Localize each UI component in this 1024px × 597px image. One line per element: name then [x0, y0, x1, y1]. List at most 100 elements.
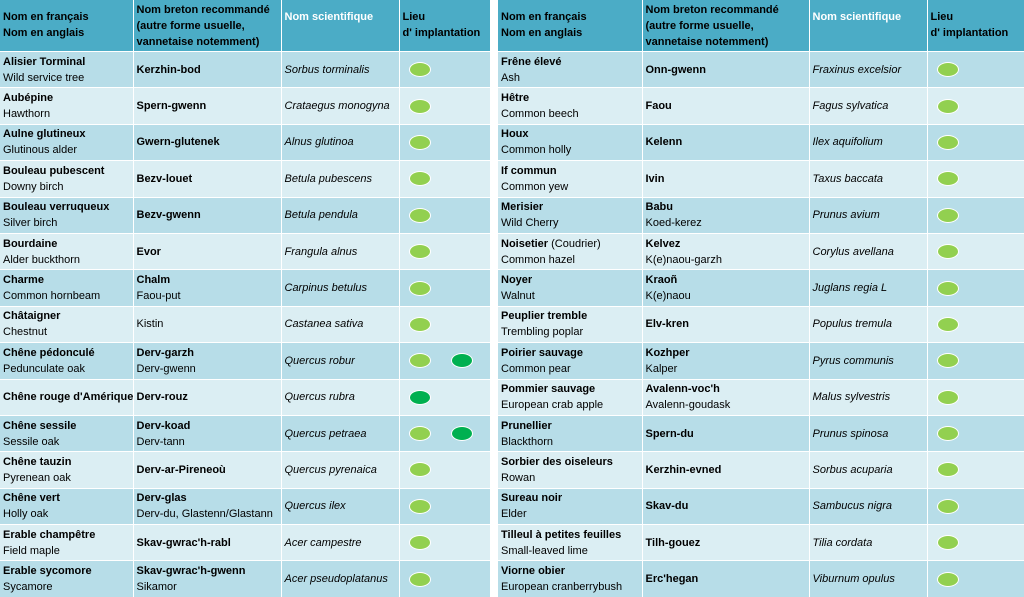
table-row: Châtaigner Chestnut Kistin Castanea sativa — [0, 305, 491, 343]
cell-breton: Elv-kren — [642, 305, 810, 343]
french-name: Hêtre — [501, 90, 639, 106]
table-row: Erable sycomore Sycamore Skav-gwrac'h-gwen… — [0, 560, 491, 597]
table-row: Alisier Torminal Wild service tree Kerzhin… — [0, 50, 491, 88]
cell-breton: Kraoñ K(e)naou — [642, 269, 810, 307]
location-markers — [403, 62, 487, 78]
french-name: Charme — [3, 272, 130, 288]
cell-breton: Kelenn — [642, 123, 810, 161]
scientific-name: Taxus baccata — [812, 172, 884, 185]
table-row: Merisier Wild Cherry Babu Koed-kerez Prunus … — [498, 196, 1024, 234]
french-name-text: Alisier Torminal — [3, 55, 86, 68]
scientific-name: Fagus sylvatica — [812, 100, 889, 113]
header-row: Nom en français Nom en anglais Nom breto… — [498, 0, 1024, 52]
cell-scientific: Crataegus monogyna — [281, 87, 400, 125]
header-scientific: Nom scientifique — [281, 0, 400, 52]
breton-alt-name: Derv-du, Glastenn/Glastann — [136, 508, 273, 521]
location-markers — [931, 535, 1021, 551]
location-dot-light-icon — [936, 571, 959, 587]
cell-breton: Skav-gwrac'h-gwenn Sikamor — [133, 560, 282, 597]
cell-breton: Kerzhin-evned — [642, 451, 810, 489]
scientific-name: Acer pseudoplatanus — [284, 573, 388, 586]
header-location-line2: d' implantation — [930, 27, 1009, 39]
cell-breton: Derv-ar-Pireneoù — [133, 451, 282, 489]
cell-location — [927, 524, 1024, 561]
header-row: Nom en français Nom en anglais Nom breto… — [0, 0, 491, 52]
cell-location — [927, 50, 1024, 88]
cell-breton: Skav-du — [642, 487, 810, 525]
french-name: Erable sycomore — [3, 563, 130, 579]
header-location-line2: d' implantation — [402, 27, 481, 39]
cell-name: Chêne tauzin Pyrenean oak — [0, 451, 134, 489]
location-markers — [403, 244, 487, 260]
breton-name: Elv-kren — [645, 318, 689, 331]
french-name: Sorbier des oiseleurs — [501, 454, 639, 470]
location-markers — [931, 244, 1021, 260]
header-scientific-label: Nom scientifique — [284, 11, 374, 23]
cell-location — [927, 342, 1024, 380]
tree-table-left: Nom en français Nom en anglais Nom breto… — [0, 0, 491, 597]
french-name-text: Chêne rouge d'Amérique — [3, 391, 133, 404]
cell-name: Peuplier tremble Trembling poplar — [498, 305, 643, 343]
cell-scientific: Taxus baccata — [809, 160, 928, 198]
breton-name: Kelvez — [645, 237, 681, 250]
french-name-text: Chêne tauzin — [3, 455, 72, 468]
cell-scientific: Quercus rubra — [281, 378, 400, 416]
table-row: Aulne glutineux Glutinous alder Gwern-glut… — [0, 123, 491, 161]
header-scientific-label: Nom scientifique — [812, 11, 902, 23]
table-row: Chêne tauzin Pyrenean oak Derv-ar-Pireneoù… — [0, 451, 491, 489]
french-name: Peuplier tremble — [501, 308, 639, 324]
location-dot-light-icon — [408, 353, 431, 369]
french-name-text: Erable champêtre — [3, 528, 96, 541]
french-name: If commun — [501, 163, 639, 179]
english-name: Common pear — [501, 362, 571, 375]
table-row: Bouleau verruqueux Silver birch Bezv-gwenn… — [0, 196, 491, 234]
english-name: Pyrenean oak — [3, 471, 71, 484]
header-breton-line3: vannetaise notemment) — [136, 36, 260, 48]
header-name-en: Nom en anglais — [3, 27, 85, 39]
english-name: Common hornbeam — [3, 290, 101, 303]
cell-breton: Faou — [642, 87, 810, 125]
location-markers — [403, 353, 487, 369]
cell-scientific: Juglans regia L — [809, 269, 928, 307]
breton-name: Kelenn — [645, 136, 683, 149]
table-row: Chêne pédonculé Pedunculate oak Derv-garzh… — [0, 342, 491, 380]
table-row: Aubépine Hawthorn Spern-gwenn Crataegus mon… — [0, 87, 491, 125]
table-row: Peuplier tremble Trembling poplar Elv-kren… — [498, 305, 1024, 343]
cell-name: Bouleau pubescent Downy birch — [0, 160, 134, 198]
breton-name: Onn-gwenn — [645, 63, 707, 76]
cell-location — [399, 160, 491, 198]
cell-name: Pommier sauvage European crab apple — [498, 378, 643, 416]
breton-name: Evor — [136, 245, 161, 258]
french-name-text: Bouleau pubescent — [3, 164, 105, 177]
location-dot-light-icon — [936, 171, 959, 187]
scientific-name: Sambucus nigra — [812, 500, 893, 513]
cell-breton: Bezv-louet — [133, 160, 282, 198]
location-markers — [931, 426, 1021, 442]
french-name: Alisier Torminal — [3, 54, 130, 70]
breton-name: Babu — [645, 201, 674, 214]
french-name: Poirier sauvage — [501, 345, 639, 361]
header-location: Lieu d' implantation — [399, 0, 491, 52]
location-dot-light-icon — [408, 98, 431, 114]
breton-name: Kerzhin-evned — [645, 463, 722, 476]
english-name: Common yew — [501, 180, 569, 193]
cell-name: Houx Common holly — [498, 123, 643, 161]
cell-breton: Spern-gwenn — [133, 87, 282, 125]
cell-breton: Gwern-glutenek — [133, 123, 282, 161]
cell-scientific: Sambucus nigra — [809, 487, 928, 525]
french-name: Pommier sauvage — [501, 381, 639, 397]
location-dot-dark-icon — [408, 389, 431, 405]
header-breton-line3: vannetaise notemment) — [645, 36, 769, 48]
english-name: Sessile oak — [3, 435, 60, 448]
header-breton: Nom breton recommandé (autre forme usuel… — [642, 0, 810, 52]
location-markers — [931, 62, 1021, 78]
french-name: Houx — [501, 126, 639, 142]
french-name: Frêne élevé — [501, 54, 639, 70]
cell-breton: Evor — [133, 232, 282, 270]
english-name: Downy birch — [3, 180, 64, 193]
cell-location — [399, 232, 491, 270]
cell-scientific: Populus tremula — [809, 305, 928, 343]
french-name: Prunellier — [501, 418, 639, 434]
cell-location — [927, 232, 1024, 270]
english-name: Holly oak — [3, 508, 49, 521]
